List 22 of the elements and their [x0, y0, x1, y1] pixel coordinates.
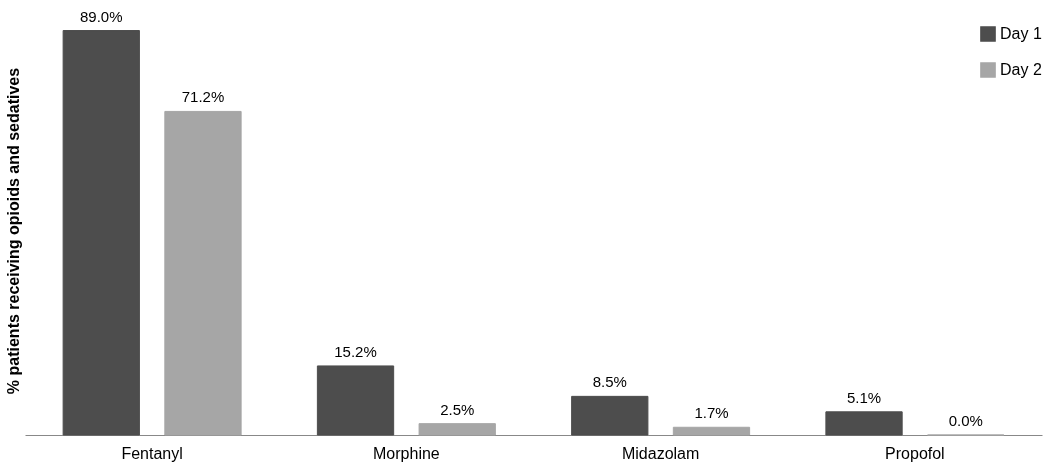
x-tick-label: Morphine: [373, 444, 440, 462]
data-label: 5.1%: [846, 388, 882, 406]
legend-label: Day 1: [1000, 25, 1042, 42]
x-tick-label: Midazolam: [621, 444, 700, 462]
bar: [672, 426, 751, 436]
bar: [164, 110, 242, 436]
bar: [62, 30, 140, 436]
bar: [316, 365, 395, 436]
y-axis-title: % patients receiving opioids and sedatives: [4, 67, 22, 395]
data-label: 89.0%: [80, 7, 123, 25]
x-tick-label: Propofol: [885, 444, 945, 462]
data-label: 1.7%: [694, 404, 729, 422]
legend-label: Day 2: [1000, 61, 1042, 78]
bar: [571, 395, 649, 436]
data-label: 2.5%: [440, 400, 475, 418]
data-label: 0.0%: [948, 412, 983, 429]
bar: [418, 423, 496, 436]
bar: [825, 411, 903, 436]
x-tick-label: Fentanyl: [121, 444, 183, 462]
data-label: 8.5%: [592, 373, 627, 391]
data-label: 15.2%: [334, 342, 377, 360]
data-label: 71.2%: [181, 88, 225, 106]
